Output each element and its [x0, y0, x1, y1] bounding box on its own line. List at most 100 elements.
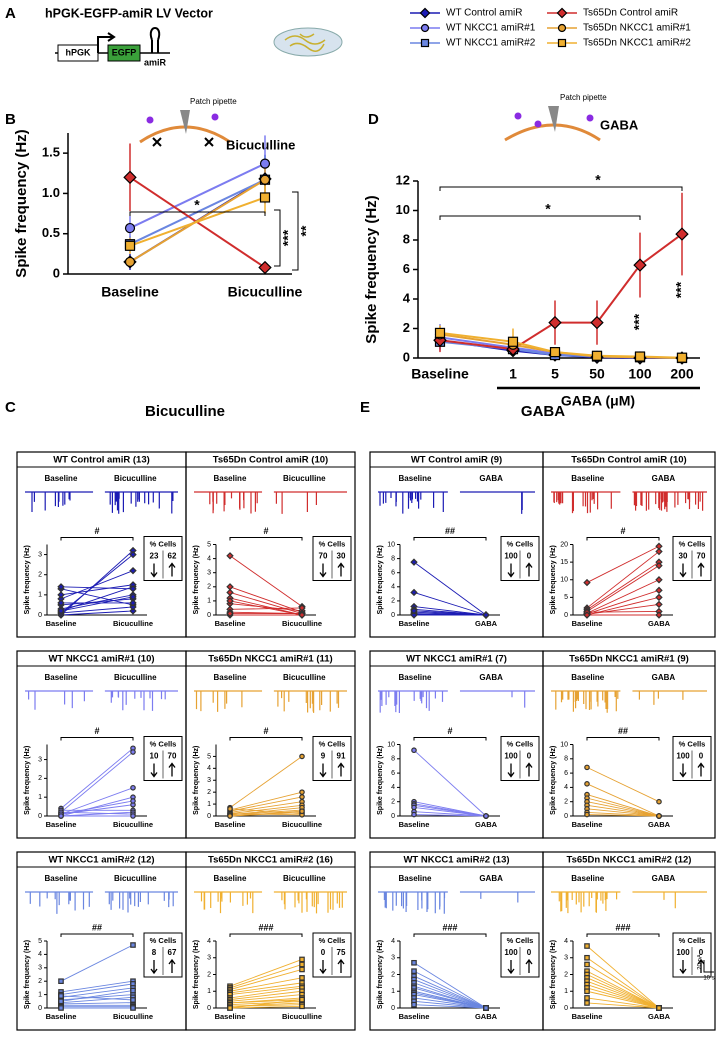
trace: [632, 491, 707, 512]
marker: [411, 1001, 417, 1008]
marker: [129, 607, 137, 615]
panel-title: WT NKCC1 amiR#2 (12): [48, 855, 154, 866]
trace-label: Baseline: [571, 874, 604, 883]
x-tick-label: Baseline: [215, 1012, 246, 1021]
marker: [590, 315, 604, 330]
pct-value: 62: [168, 552, 177, 561]
x-tick-label: Bicuculline: [113, 820, 153, 829]
marker: [124, 240, 136, 251]
x-tick-label: GABA: [475, 820, 498, 829]
marker: [584, 995, 590, 1001]
trace-label: Baseline: [44, 874, 77, 883]
y-axis-label: Spike frequency (Hz): [377, 940, 384, 1009]
pct-title: % Cells: [679, 936, 706, 945]
y-tick-label: 0: [207, 813, 211, 820]
y-tick-label: 4: [403, 290, 411, 305]
arrow-up: [525, 958, 533, 973]
pct-value: 100: [676, 948, 690, 957]
schematic-label: Patch pipette: [190, 97, 237, 106]
bracket: [229, 933, 303, 937]
x-tick-label: 5: [551, 366, 559, 382]
legend-marker: [557, 38, 567, 48]
arrow-down: [679, 960, 687, 975]
marker: [299, 956, 305, 963]
y-tick-label: 2: [391, 799, 395, 806]
significance: ##: [92, 922, 102, 932]
y-tick-label: 0: [391, 813, 395, 820]
arrow-down: [319, 763, 327, 778]
legend-label: WT NKCC1 amiR#1: [446, 23, 536, 34]
marker: [584, 764, 590, 771]
x-tick-label: Baseline: [399, 619, 430, 628]
marker: [591, 350, 603, 361]
y-axis-label: Spike frequency (Hz): [377, 746, 384, 815]
y-axis-label: Spike frequency (Hz): [24, 940, 31, 1009]
panel-title: WT NKCC1 amiR#1 (7): [406, 654, 507, 665]
x-tick-label: 100: [628, 366, 652, 382]
marker: [299, 794, 305, 800]
trace: [194, 891, 263, 914]
cell-line: [586, 611, 660, 613]
scale-bar-label: 20 pA: [698, 954, 704, 970]
trace-label: GABA: [479, 673, 503, 682]
cell-line: [60, 588, 134, 606]
bracket: [586, 933, 660, 937]
y-tick-label: 2: [391, 598, 395, 605]
arrow-down: [150, 763, 158, 778]
bracket: [274, 209, 281, 267]
marker: [299, 996, 305, 1003]
cell-line: [60, 606, 134, 614]
marker: [130, 749, 136, 755]
significance: #: [447, 726, 452, 736]
arrow-up: [697, 562, 705, 577]
construct-label: amiR: [144, 57, 167, 67]
cell-line: [413, 749, 487, 817]
x-tick-label: Baseline: [572, 820, 603, 829]
schematic-label: Patch pipette: [560, 93, 607, 102]
bracket: [229, 537, 303, 541]
marker: [259, 174, 271, 185]
marker: [298, 611, 306, 619]
significance: #: [263, 726, 268, 736]
pct-title: % Cells: [319, 739, 346, 748]
panel-label: D: [368, 111, 379, 128]
cell-line: [586, 808, 660, 817]
panel-title: Ts65Dn NKCC1 amiR#1 (9): [569, 654, 689, 665]
significance: #: [94, 726, 99, 736]
cell-line: [586, 794, 660, 817]
bracket: [439, 186, 683, 191]
panel-title: Ts65Dn NKCC1 amiR#1 (11): [208, 654, 332, 665]
marker: [410, 558, 418, 566]
pct-title: % Cells: [150, 739, 177, 748]
marker: [58, 993, 64, 999]
y-tick-label: 6: [391, 570, 395, 577]
y-tick-label: 0: [207, 1005, 211, 1012]
y-axis-label: Spike frequency (Hz): [193, 545, 200, 614]
legend-marker: [556, 7, 568, 19]
cell-line: [586, 565, 660, 612]
y-axis-label: Spike frequency (Hz): [550, 940, 557, 1009]
panel-frame: [185, 851, 356, 1031]
marker: [58, 1005, 64, 1011]
cell-line: [229, 987, 303, 999]
cell-line: [60, 586, 134, 590]
y-tick-label: 4: [391, 784, 395, 791]
y-tick-label: 0: [564, 1005, 568, 1012]
pct-value: 8: [152, 948, 157, 957]
y-tick-label: 3: [207, 777, 211, 784]
panel-title: Ts65Dn Control amiR (10): [571, 455, 686, 466]
cell-line: [586, 957, 660, 1009]
panel-frame: [542, 851, 716, 1031]
cell-line: [60, 747, 134, 809]
marker: [656, 798, 662, 805]
cell-line: [586, 766, 660, 803]
marker: [58, 998, 64, 1005]
trace-label: GABA: [652, 673, 676, 682]
y-tick-label: 4: [391, 938, 395, 945]
x-tick-label: GABA: [475, 619, 498, 628]
legend-marker: [557, 23, 567, 33]
y-tick-label: 4: [564, 938, 568, 945]
x-tick-label: Baseline: [411, 366, 469, 382]
cell-line: [60, 811, 134, 815]
y-tick-label: 10: [560, 577, 568, 584]
